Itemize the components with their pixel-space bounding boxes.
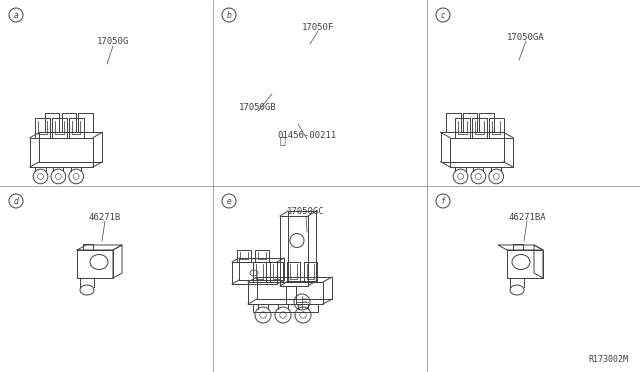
Text: f: f xyxy=(442,196,444,205)
Text: R173002M: R173002M xyxy=(588,355,628,364)
Text: 17050G: 17050G xyxy=(97,38,129,46)
Text: 01456-00211: 01456-00211 xyxy=(277,131,337,140)
Text: a: a xyxy=(13,10,19,19)
Text: 46271B: 46271B xyxy=(89,212,121,221)
Text: 17050GA: 17050GA xyxy=(507,32,545,42)
Text: 17050F: 17050F xyxy=(302,22,334,32)
Text: Ⓢ: Ⓢ xyxy=(279,135,285,145)
Text: 17050GB: 17050GB xyxy=(239,103,277,112)
Text: 17050GC: 17050GC xyxy=(287,208,325,217)
Text: d: d xyxy=(13,196,19,205)
Text: b: b xyxy=(227,10,232,19)
Text: e: e xyxy=(227,196,232,205)
Text: 46271BA: 46271BA xyxy=(508,212,546,221)
Text: c: c xyxy=(441,10,445,19)
